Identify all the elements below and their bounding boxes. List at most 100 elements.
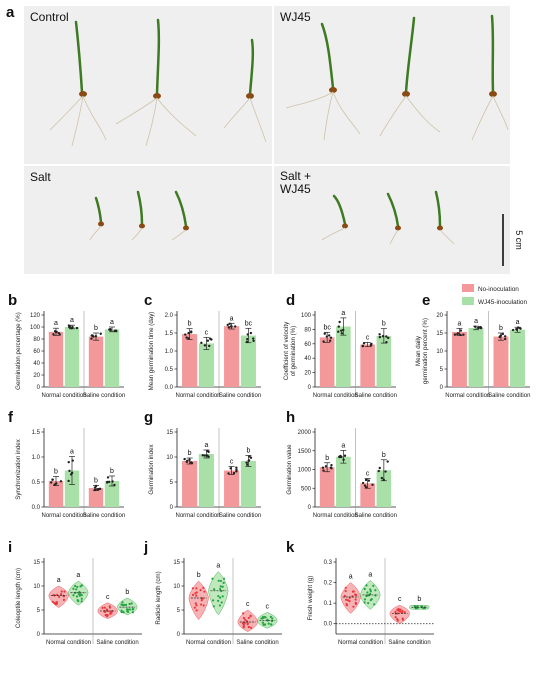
data-point-f bbox=[71, 459, 74, 462]
bar-b bbox=[104, 329, 120, 387]
data-point-f bbox=[49, 481, 53, 484]
data-point-c bbox=[203, 344, 207, 347]
bar-f bbox=[64, 470, 80, 507]
data-point-d bbox=[328, 339, 332, 342]
data-point-i bbox=[122, 610, 125, 614]
violin-j bbox=[208, 571, 229, 616]
data-point-i bbox=[105, 608, 108, 611]
data-point-b bbox=[114, 329, 118, 332]
bar-c bbox=[224, 326, 240, 387]
significance-letter-d: c bbox=[366, 334, 370, 341]
y-axis-label-c: Mean germination time (day) bbox=[148, 312, 155, 391]
bar-h bbox=[360, 483, 375, 507]
data-point-i bbox=[55, 601, 58, 604]
data-point-i bbox=[124, 603, 128, 606]
y-tick-label-d: 60 bbox=[304, 342, 311, 348]
data-point-k bbox=[345, 604, 349, 607]
data-point-h bbox=[324, 465, 328, 468]
data-point-d bbox=[325, 335, 329, 338]
data-point-c bbox=[245, 340, 249, 344]
y-tick-label-d: 100 bbox=[301, 313, 312, 319]
data-point-j bbox=[219, 579, 222, 583]
bar-g bbox=[198, 454, 214, 507]
y-tick-label-k: 0.2 bbox=[324, 581, 333, 587]
bar-c bbox=[182, 334, 198, 387]
data-point-g bbox=[189, 461, 193, 464]
panel-letter-e: e bbox=[422, 292, 430, 309]
data-point-d bbox=[342, 328, 345, 332]
data-point-c bbox=[189, 331, 193, 334]
data-point-c bbox=[200, 341, 203, 345]
data-point-j bbox=[194, 592, 197, 595]
y-tick-label-d: 80 bbox=[304, 327, 311, 333]
data-point-j bbox=[219, 585, 222, 588]
data-point-h bbox=[321, 466, 325, 469]
data-point-e bbox=[462, 333, 465, 336]
data-point-f bbox=[93, 486, 97, 489]
data-point-j bbox=[249, 614, 252, 617]
data-point-k bbox=[394, 616, 397, 619]
y-tick-label-f: 0.5 bbox=[32, 480, 41, 486]
bar-f bbox=[104, 481, 120, 507]
data-point-j bbox=[202, 604, 205, 607]
data-point-j bbox=[217, 595, 220, 598]
data-point-d bbox=[361, 344, 364, 348]
data-point-j bbox=[242, 616, 245, 620]
data-point-i bbox=[125, 608, 129, 611]
data-point-g bbox=[235, 466, 238, 469]
photo-wj45 bbox=[274, 6, 510, 164]
category-label-b: Normal condition bbox=[41, 393, 86, 399]
panel-letter-f: f bbox=[8, 409, 14, 426]
data-point-k bbox=[372, 584, 375, 587]
data-point-f bbox=[70, 471, 74, 475]
data-point-d bbox=[340, 329, 343, 332]
category-label-g: Saline condition bbox=[219, 513, 261, 519]
y-tick-label-b: 120 bbox=[30, 313, 41, 319]
data-point-i bbox=[120, 611, 123, 614]
y-tick-label-h: 500 bbox=[301, 486, 312, 492]
y-tick-label-e: 10 bbox=[436, 349, 443, 355]
y-tick-label-d: 0 bbox=[308, 385, 312, 391]
data-point-f bbox=[68, 469, 71, 473]
data-point-c bbox=[208, 344, 211, 348]
data-point-h bbox=[364, 478, 368, 482]
data-point-f bbox=[93, 488, 97, 492]
data-point-h bbox=[364, 486, 368, 489]
y-axis-label-k: Fresh weight (g) bbox=[307, 576, 314, 621]
bar-d bbox=[376, 335, 392, 387]
y-tick-label-f: 1.0 bbox=[32, 455, 41, 461]
data-point-i bbox=[75, 595, 79, 598]
category-label-f: Saline condition bbox=[83, 513, 125, 519]
y-tick-label-h: 1000 bbox=[298, 468, 312, 474]
data-point-j bbox=[212, 605, 215, 608]
data-point-k bbox=[396, 612, 399, 615]
panel-letter-k: k bbox=[286, 539, 295, 556]
data-point-k bbox=[351, 590, 355, 593]
data-point-i bbox=[72, 587, 75, 590]
category-label-b: Saline condition bbox=[83, 393, 125, 399]
data-point-k bbox=[366, 591, 369, 594]
data-point-g bbox=[246, 463, 249, 466]
data-point-k bbox=[373, 603, 376, 606]
data-point-j bbox=[195, 594, 198, 597]
y-tick-label-e: 0 bbox=[440, 385, 444, 391]
data-point-g bbox=[229, 467, 232, 470]
significance-letter-e: b bbox=[499, 325, 503, 332]
legend-label-wj45: WJ45-inoculation bbox=[478, 299, 527, 306]
data-point-d bbox=[378, 335, 382, 339]
y-axis-label-e: Mean daily bbox=[415, 335, 422, 366]
data-point-b bbox=[91, 334, 94, 337]
data-point-i bbox=[60, 590, 63, 593]
bar-b bbox=[48, 331, 64, 387]
significance-letter-f: b bbox=[54, 469, 58, 476]
data-point-e bbox=[478, 326, 481, 329]
data-point-h bbox=[380, 476, 384, 480]
y-tick-label-g: 5 bbox=[170, 480, 174, 486]
data-point-k bbox=[403, 611, 406, 614]
data-point-b bbox=[108, 328, 111, 331]
data-point-g bbox=[207, 450, 210, 454]
data-point-d bbox=[323, 332, 326, 335]
data-point-b bbox=[75, 326, 79, 330]
data-point-i bbox=[80, 600, 83, 603]
y-tick-label-c: 1.5 bbox=[165, 331, 174, 337]
